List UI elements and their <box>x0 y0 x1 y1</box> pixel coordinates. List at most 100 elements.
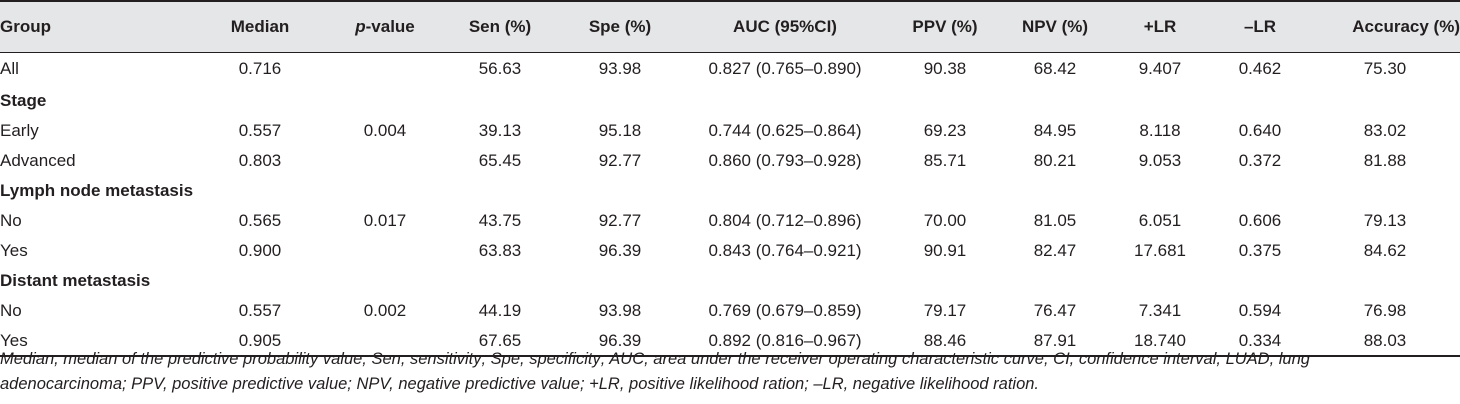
cell-auc: 0.769 (0.679–0.859) <box>708 301 862 320</box>
section-heading: Stage <box>0 91 47 110</box>
header-ppv: PPV (%) <box>890 0 1000 53</box>
cell-sen: 44.19 <box>478 301 522 320</box>
header-npv: NPV (%) <box>1000 0 1110 53</box>
cell-spe: 95.18 <box>598 121 642 140</box>
cell-group: No <box>0 301 22 320</box>
cell-median: 0.557 <box>238 121 282 140</box>
cell-ppv: 79.17 <box>923 301 967 320</box>
table-row: Yes 0.900 63.83 96.39 0.843 (0.764–0.921… <box>0 236 1460 266</box>
cell-nlr: 0.462 <box>1238 59 1282 79</box>
cell-auc: 0.804 (0.712–0.896) <box>708 211 862 230</box>
cell-sen: 43.75 <box>478 211 522 230</box>
cell-nlr: 0.372 <box>1238 151 1282 170</box>
cell-median: 0.803 <box>238 151 282 170</box>
cell-sen: 39.13 <box>478 121 522 140</box>
cell-spe: 96.39 <box>560 326 680 357</box>
cell-npv: 76.47 <box>1033 301 1077 320</box>
section-heading: Lymph node metastasis <box>0 181 194 200</box>
section-row: Lymph node metastasis <box>0 176 1460 206</box>
cell-spe: 92.77 <box>598 211 642 230</box>
table-row: Advanced 0.803 65.45 92.77 0.860 (0.793–… <box>0 146 1460 176</box>
cell-p-value: 0.017 <box>363 211 407 230</box>
cell-nlr: 0.594 <box>1238 301 1282 320</box>
cell-accuracy: 81.88 <box>1363 151 1407 170</box>
cell-npv: 68.42 <box>1033 59 1077 79</box>
cell-plr: 17.681 <box>1134 241 1186 260</box>
table-row: Early 0.557 0.004 39.13 95.18 0.744 (0.6… <box>0 116 1460 146</box>
cell-spe: 92.77 <box>598 151 642 170</box>
cell-median: 0.565 <box>238 211 282 230</box>
cell-sen: 63.83 <box>478 241 522 260</box>
cell-sen: 67.65 <box>440 326 560 357</box>
header-group: Group <box>0 0 190 53</box>
cell-group: Yes <box>0 241 28 260</box>
cell-npv: 80.21 <box>1033 151 1077 170</box>
cell-plr: 9.053 <box>1138 151 1182 170</box>
table-body: All 0.716 56.63 93.98 0.827 (0.765–0.890… <box>0 52 1460 357</box>
header-auc: AUC (95%CI) <box>680 0 890 53</box>
cell-npv: 81.05 <box>1033 211 1077 230</box>
table-row: No 0.565 0.017 43.75 92.77 0.804 (0.712–… <box>0 206 1460 236</box>
header-spe: Spe (%) <box>560 0 680 53</box>
cell-accuracy: 75.30 <box>1363 59 1407 79</box>
cell-auc: 0.843 (0.764–0.921) <box>708 241 862 260</box>
footnote-line-1: Median, median of the predictive probabi… <box>0 350 1310 368</box>
cell-group: Yes <box>0 326 190 357</box>
cell-plr: 8.118 <box>1139 121 1181 140</box>
cell-p-value: 0.002 <box>363 301 407 320</box>
cell-npv: 87.91 <box>1000 326 1110 357</box>
cell-group: No <box>0 211 22 230</box>
cell-auc: 0.744 (0.625–0.864) <box>708 121 862 140</box>
header-p-letter: p <box>355 16 366 36</box>
cell-nlr: 0.606 <box>1238 211 1282 230</box>
cell-p-value <box>330 146 440 176</box>
table-row: No 0.557 0.002 44.19 93.98 0.769 (0.679–… <box>0 296 1460 326</box>
header-sen: Sen (%) <box>440 0 560 53</box>
cell-ppv: 90.38 <box>923 59 967 79</box>
cell-nlr: 0.334 <box>1210 326 1310 357</box>
cell-median: 0.716 <box>238 59 282 79</box>
header-p-value: p-value <box>330 0 440 53</box>
header-nlr: –LR <box>1210 0 1310 53</box>
results-table: Group Median p-value Sen (%) Spe (%) AUC… <box>0 0 1460 357</box>
cell-spe: 96.39 <box>598 241 642 260</box>
cell-ppv: 69.23 <box>923 121 967 140</box>
table-row: All 0.716 56.63 93.98 0.827 (0.765–0.890… <box>0 52 1460 86</box>
cell-plr: 7.341 <box>1138 301 1182 320</box>
header-accuracy: Accuracy (%) <box>1310 0 1460 53</box>
cell-spe: 93.98 <box>598 59 642 79</box>
cell-p-value: 0.004 <box>363 121 407 140</box>
cell-plr: 9.407 <box>1138 59 1182 79</box>
cell-accuracy: 83.02 <box>1363 121 1407 140</box>
cell-group: All <box>0 59 19 79</box>
cell-ppv: 88.46 <box>890 326 1000 357</box>
section-row: Distant metastasis <box>0 266 1460 296</box>
cell-auc: 0.860 (0.793–0.928) <box>708 151 862 170</box>
cell-accuracy: 76.98 <box>1363 301 1407 320</box>
cell-group: Advanced <box>0 151 76 170</box>
header-plr: +LR <box>1110 0 1210 53</box>
cell-npv: 82.47 <box>1033 241 1077 260</box>
cell-median: 0.900 <box>238 241 282 260</box>
cell-accuracy: 79.13 <box>1363 211 1407 230</box>
cell-p-value <box>330 52 440 86</box>
cell-accuracy: 88.03 <box>1310 326 1460 357</box>
cell-accuracy: 84.62 <box>1363 241 1407 260</box>
cell-median: 0.557 <box>238 301 282 320</box>
cell-plr: 18.740 <box>1110 326 1210 357</box>
cell-plr: 6.051 <box>1138 211 1182 230</box>
cell-group: Early <box>0 121 39 140</box>
cell-nlr: 0.640 <box>1238 121 1282 140</box>
cell-auc: 0.827 (0.765–0.890) <box>708 59 862 79</box>
cell-ppv: 90.91 <box>923 241 967 260</box>
section-heading: Distant metastasis <box>0 271 151 290</box>
cell-auc: 0.892 (0.816–0.967) <box>680 326 890 357</box>
cell-nlr: 0.375 <box>1238 241 1282 260</box>
section-row: Stage <box>0 86 1460 116</box>
table-footnote: Median, median of the predictive probabi… <box>0 347 1460 397</box>
cell-sen: 65.45 <box>478 151 522 170</box>
table-row: Yes 0.905 67.65 96.39 0.892 (0.816–0.967… <box>0 326 1460 357</box>
cell-p-value <box>330 236 440 266</box>
header-median: Median <box>190 0 330 53</box>
